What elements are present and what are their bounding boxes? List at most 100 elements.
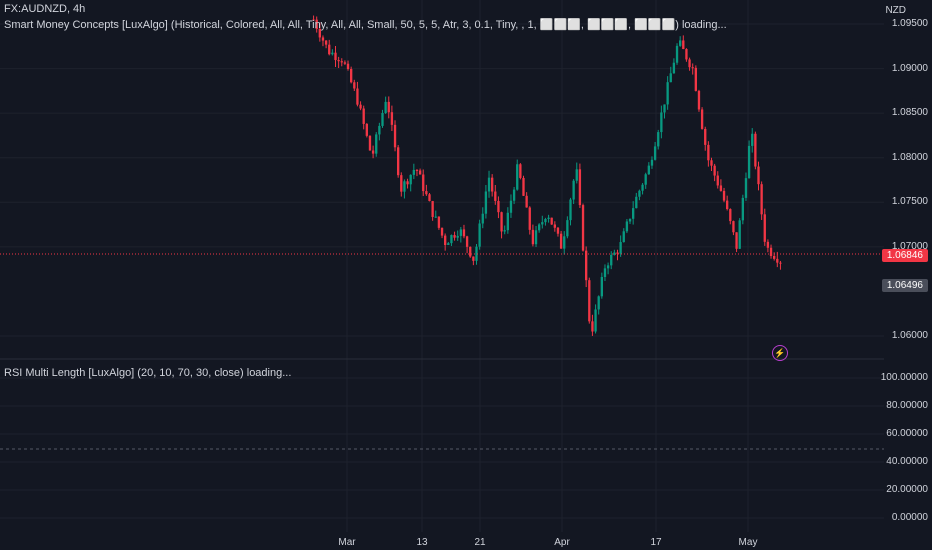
candle-body <box>769 247 773 256</box>
candle-body <box>675 45 679 63</box>
candle-body <box>660 112 663 133</box>
candle-body <box>362 108 365 124</box>
candle-body <box>597 296 600 310</box>
candle-body <box>456 235 459 238</box>
candle-body <box>763 214 766 242</box>
candle-body <box>566 220 569 237</box>
candle-body <box>550 217 553 225</box>
candle-body <box>453 235 456 238</box>
candle-body <box>760 184 763 215</box>
candle-body <box>754 133 757 167</box>
candle-body <box>594 309 597 332</box>
candle-body <box>450 235 453 244</box>
candle-body <box>315 19 318 29</box>
candle-body <box>572 180 575 200</box>
candle-body <box>635 196 638 209</box>
candle-body <box>729 209 732 222</box>
symbol-legend[interactable]: FX:AUDNZD, 4h <box>4 3 86 15</box>
candle-body <box>669 73 672 83</box>
candle-body <box>494 191 497 201</box>
candle-body <box>588 280 591 322</box>
candle-body <box>585 250 588 281</box>
candle-body <box>722 190 726 201</box>
candle-body <box>694 67 697 91</box>
candle-body <box>390 112 394 125</box>
candle-body <box>371 150 375 154</box>
candle-body <box>353 82 356 89</box>
candle-body <box>544 218 547 223</box>
candle-body <box>503 230 506 232</box>
rsi-tick-label: 40.00000 <box>886 456 928 467</box>
candle-body <box>384 101 387 114</box>
candle-body <box>732 221 735 233</box>
candle-body <box>324 40 328 45</box>
candle-body <box>644 174 647 185</box>
candle-body <box>744 178 748 198</box>
candle-body <box>679 40 682 46</box>
candle-body <box>350 69 353 83</box>
time-tick-label: Apr <box>554 537 570 548</box>
candle-body <box>638 190 641 197</box>
candle-body <box>331 52 334 55</box>
candle-body <box>641 184 644 191</box>
grid-layer <box>0 0 884 532</box>
last-price-tag: 1.06846 <box>881 249 928 262</box>
candle-body <box>726 200 729 210</box>
candle-body <box>751 133 754 146</box>
candle-body <box>444 235 447 246</box>
candle-body <box>465 236 469 247</box>
candle-body <box>606 265 610 269</box>
candle-body <box>710 160 713 166</box>
candle-body <box>512 189 516 201</box>
candle-body <box>628 218 632 222</box>
rsi-indicator-legend[interactable]: RSI Multi Length [LuxAlgo] (20, 10, 70, … <box>4 367 292 379</box>
rsi-tick-label: 80.00000 <box>886 400 928 411</box>
candle-body <box>559 233 563 249</box>
candle-body <box>541 222 544 225</box>
candle-body <box>397 147 400 176</box>
candle-body <box>613 252 616 255</box>
rsi-tick-label: 100.00000 <box>880 372 928 383</box>
candle-body <box>472 256 475 261</box>
candle-body <box>400 175 403 192</box>
currency-label: NZD <box>885 5 906 16</box>
candle-body <box>653 146 657 160</box>
candle-body <box>569 199 572 221</box>
candle-body <box>428 194 431 202</box>
candle-body <box>766 241 770 248</box>
candle-body <box>506 212 509 231</box>
candle-body <box>616 252 619 254</box>
smc-indicator-legend[interactable]: Smart Money Concepts [LuxAlgo] (Historic… <box>4 19 727 31</box>
candle-body <box>707 144 710 161</box>
candle-body <box>409 174 412 185</box>
candle-body <box>478 223 481 247</box>
price-tick-label: 1.07500 <box>891 196 928 208</box>
candle-body <box>519 164 522 178</box>
candle-body <box>747 145 751 179</box>
candle-body <box>437 216 441 228</box>
candle-body <box>365 123 368 136</box>
candle-body <box>735 232 738 249</box>
candle-body <box>346 63 350 70</box>
lightning-bolt-icon[interactable]: ⚡ <box>772 345 788 361</box>
candle-body <box>412 169 415 175</box>
time-tick-label: May <box>738 537 758 548</box>
candle-body <box>719 185 723 191</box>
candle-body <box>500 212 503 232</box>
candle-body <box>625 221 629 232</box>
candle-body <box>757 166 760 185</box>
price-tick-label: 1.06000 <box>891 330 928 341</box>
candle-body <box>547 217 550 219</box>
candle-body <box>522 177 525 196</box>
candle-body <box>779 262 782 264</box>
candle-body <box>685 49 688 60</box>
candle-body <box>647 165 650 175</box>
candle-body <box>713 165 716 176</box>
candle-body <box>682 40 685 50</box>
candle-body <box>459 229 462 236</box>
candle-body <box>563 236 566 249</box>
candle-body <box>610 254 613 266</box>
candle-body <box>531 229 535 245</box>
